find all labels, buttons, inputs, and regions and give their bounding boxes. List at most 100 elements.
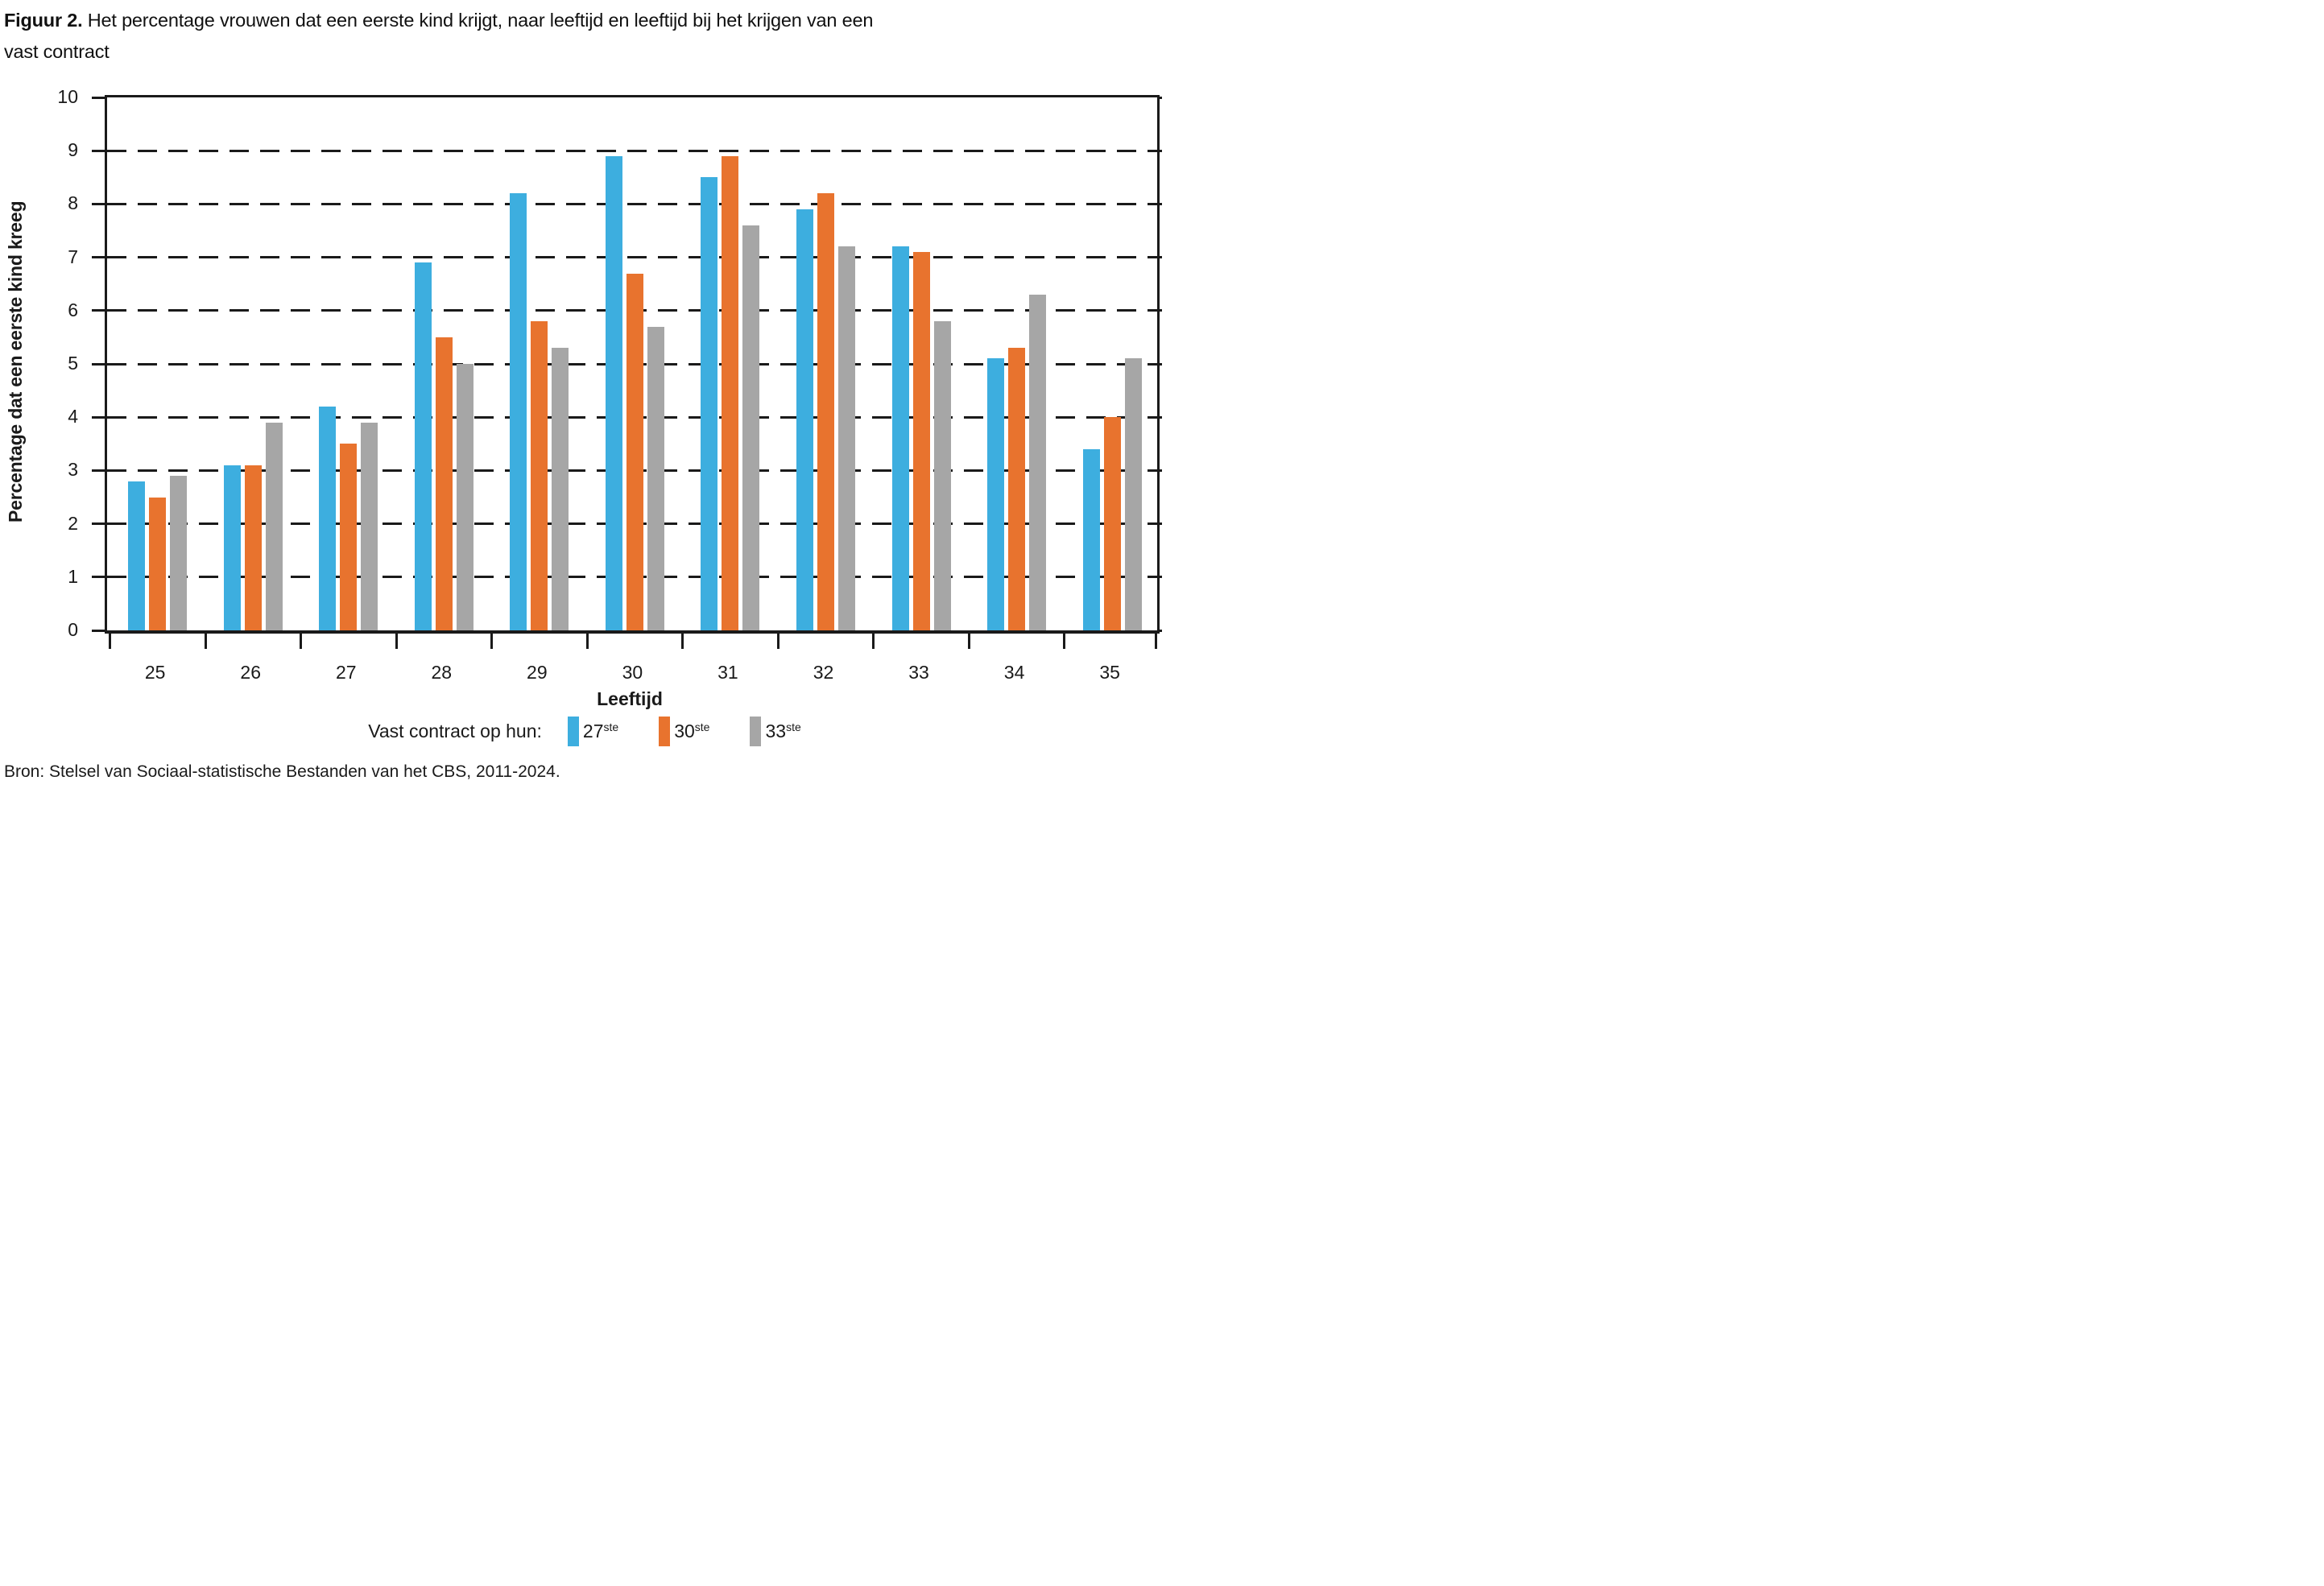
- y-tick-left-2: [92, 522, 105, 526]
- y-tick-right-6: [1160, 309, 1162, 312]
- bar-33-27ste: [891, 246, 909, 630]
- legend-item-27ste: 27ste: [567, 717, 619, 746]
- x-boundary-tick-0: [109, 634, 111, 649]
- bar-32-33ste: [837, 246, 855, 630]
- bar-29-33ste: [552, 348, 569, 630]
- bar-31-30ste: [722, 155, 739, 630]
- bar-26-27ste: [223, 465, 241, 630]
- x-tick-label-26: 26: [240, 662, 261, 683]
- x-boundary-tick-9: [968, 634, 970, 649]
- source-note: Bron: Stelsel van Sociaal-statistische B…: [4, 762, 560, 781]
- x-boundary-tick-5: [586, 634, 589, 649]
- bar-29-30ste: [531, 321, 548, 630]
- y-tick-right-1: [1160, 576, 1162, 579]
- legend-item-30ste: 30ste: [659, 717, 709, 746]
- bar-26-33ste: [265, 422, 283, 630]
- y-tick-label-9: 9: [68, 139, 78, 161]
- bar-35-33ste: [1124, 358, 1142, 630]
- figure-title-prefix: Figuur 2.: [4, 10, 83, 31]
- x-tick-label-30: 30: [622, 662, 643, 683]
- y-tick-left-1: [92, 576, 105, 579]
- x-tick-label-29: 29: [527, 662, 548, 683]
- y-tick-left-6: [92, 309, 105, 312]
- gridline-8: [107, 202, 1157, 205]
- x-boundary-tick-4: [490, 634, 493, 649]
- bar-32-27ste: [796, 209, 813, 630]
- y-tick-label-2: 2: [68, 512, 78, 534]
- bar-35-30ste: [1103, 417, 1121, 630]
- figure-page: Figuur 2. Het percentage vrouwen dat een…: [0, 0, 1162, 793]
- y-tick-left-3: [92, 469, 105, 472]
- gridline-9: [107, 149, 1157, 152]
- y-tick-left-10: [92, 96, 105, 99]
- bar-31-33ste: [742, 225, 760, 630]
- bar-33-30ste: [912, 252, 930, 630]
- x-boundary-tick-11: [1155, 634, 1157, 649]
- bar-34-30ste: [1008, 348, 1026, 630]
- legend-item-33ste: 33ste: [750, 717, 801, 746]
- x-tick-label-31: 31: [717, 662, 738, 683]
- bar-27-33ste: [361, 422, 378, 630]
- bar-25-33ste: [170, 476, 188, 630]
- y-tick-label-1: 1: [68, 565, 78, 587]
- legend-swatch-27ste: [567, 717, 579, 746]
- x-boundary-tick-8: [872, 634, 875, 649]
- x-tick-label-33: 33: [908, 662, 929, 683]
- y-tick-right-3: [1160, 469, 1162, 472]
- figure-title-line1: Het percentage vrouwen dat een eerste ki…: [87, 10, 874, 31]
- y-tick-label-8: 8: [68, 192, 78, 214]
- bar-30-30ste: [626, 273, 643, 630]
- y-tick-left-4: [92, 415, 105, 419]
- y-tick-right-2: [1160, 522, 1162, 526]
- bar-28-27ste: [414, 262, 432, 630]
- y-tick-right-7: [1160, 256, 1162, 259]
- bar-25-27ste: [128, 481, 146, 630]
- y-tick-right-10: [1160, 96, 1162, 99]
- y-tick-left-0: [92, 629, 105, 632]
- y-tick-left-8: [92, 202, 105, 205]
- legend-swatch-33ste: [750, 717, 762, 746]
- x-tick-label-28: 28: [431, 662, 453, 683]
- x-tick-label-34: 34: [1003, 662, 1025, 683]
- bar-34-27ste: [987, 358, 1005, 630]
- x-tick-label-27: 27: [335, 662, 357, 683]
- gridline-7: [107, 256, 1157, 259]
- y-tick-left-9: [92, 149, 105, 152]
- y-tick-right-8: [1160, 202, 1162, 205]
- legend-text-27ste: 27ste: [582, 721, 619, 741]
- bar-30-33ste: [647, 326, 664, 630]
- legend-label: Vast contract op hun:: [368, 721, 542, 741]
- x-boundary-tick-10: [1063, 634, 1065, 649]
- y-tick-right-9: [1160, 149, 1162, 152]
- plot-area: [92, 95, 1162, 649]
- y-tick-label-5: 5: [68, 353, 78, 374]
- y-tick-label-3: 3: [68, 459, 78, 481]
- x-tick-label-25: 25: [144, 662, 166, 683]
- bar-26-30ste: [244, 465, 262, 630]
- x-tick-label-32: 32: [813, 662, 834, 683]
- legend-swatch-30ste: [659, 717, 671, 746]
- bar-33-33ste: [933, 321, 951, 630]
- legend: Vast contract op hun: 27ste 30ste 33ste: [105, 717, 1155, 746]
- x-boundary-tick-1: [205, 634, 207, 649]
- y-tick-label-10: 10: [57, 86, 78, 107]
- y-tick-label-0: 0: [68, 619, 78, 640]
- y-tick-right-0: [1160, 629, 1162, 632]
- x-axis-title: Leeftijd: [597, 688, 663, 709]
- bar-27-30ste: [340, 444, 358, 630]
- figure-title: Figuur 2. Het percentage vrouwen dat een…: [4, 5, 1160, 68]
- y-tick-label-6: 6: [68, 299, 78, 320]
- y-tick-left-5: [92, 362, 105, 366]
- x-tick-label-35: 35: [1099, 662, 1120, 683]
- figure-title-line2: vast contract: [4, 41, 110, 62]
- bar-28-30ste: [435, 337, 453, 630]
- legend-text-33ste: 33ste: [765, 721, 801, 741]
- bar-30-27ste: [605, 155, 622, 630]
- x-boundary-tick-3: [395, 634, 398, 649]
- y-tick-right-5: [1160, 362, 1162, 366]
- y-tick-right-4: [1160, 415, 1162, 419]
- y-tick-label-4: 4: [68, 406, 78, 427]
- bar-32-30ste: [817, 193, 834, 630]
- x-boundary-tick-7: [777, 634, 779, 649]
- x-boundary-tick-2: [300, 634, 302, 649]
